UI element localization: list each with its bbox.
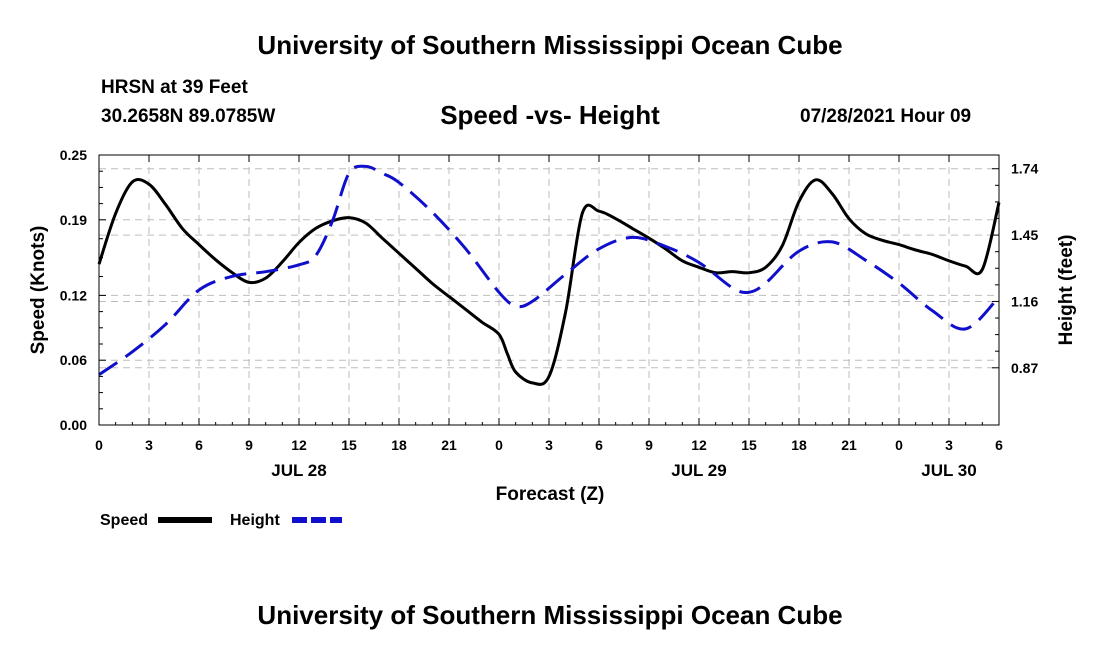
speed-series-line bbox=[97, 178, 1001, 386]
x-tick-label: 18 bbox=[791, 437, 807, 453]
x-tick-label: 6 bbox=[995, 437, 1003, 453]
footer-title: University of Southern Mississippi Ocean… bbox=[257, 600, 843, 630]
y2-tick-label: 1.16 bbox=[1011, 293, 1038, 309]
x-tick-label: 0 bbox=[495, 437, 503, 453]
x-tick-label: 3 bbox=[945, 437, 953, 453]
x-date-label: JUL 29 bbox=[671, 461, 726, 480]
x-tick-label: 6 bbox=[195, 437, 203, 453]
x-tick-label: 12 bbox=[691, 437, 707, 453]
y2-tick-label: 0.87 bbox=[1011, 360, 1038, 376]
axes: 0 3 6 9 12 15 18 21 0 3 6 9 12 15 18 21 0 3 6 JUL 28 JUL 29 J… bbox=[28, 147, 1077, 505]
y-tick-label: 0.19 bbox=[60, 212, 87, 228]
main-title: University of Southern Mississippi Ocean… bbox=[257, 30, 843, 60]
x-tick-label: 6 bbox=[595, 437, 603, 453]
x-date-label: JUL 30 bbox=[921, 461, 976, 480]
legend: Speed Height bbox=[100, 512, 342, 529]
y2-axis-title: Height (feet) bbox=[1056, 235, 1077, 346]
y-tick-label: 0.00 bbox=[60, 417, 87, 433]
station-coordinates: 30.2658N 89.0785W bbox=[101, 106, 276, 127]
x-tick-label: 9 bbox=[245, 437, 253, 453]
legend-label-height: Height bbox=[230, 512, 280, 529]
y2-tick-label: 1.45 bbox=[1011, 227, 1038, 243]
x-tick-label: 0 bbox=[895, 437, 903, 453]
x-tick-label: 15 bbox=[341, 437, 357, 453]
y-tick-label: 0.06 bbox=[60, 352, 87, 368]
height-series-line bbox=[98, 164, 1001, 376]
y-tick-label: 0.12 bbox=[60, 287, 87, 303]
x-tick-label: 12 bbox=[291, 437, 307, 453]
x-axis-title: Forecast (Z) bbox=[496, 484, 605, 505]
x-tick-label: 18 bbox=[391, 437, 407, 453]
station-label: HRSN at 39 Feet bbox=[101, 77, 248, 98]
x-tick-label: 15 bbox=[741, 437, 757, 453]
x-tick-label: 3 bbox=[545, 437, 553, 453]
legend-label-speed: Speed bbox=[100, 512, 148, 529]
y-tick-label: 0.25 bbox=[60, 147, 87, 163]
chart-subtitle: Speed -vs- Height bbox=[440, 100, 660, 130]
series-layer bbox=[97, 164, 1001, 386]
x-tick-label: 21 bbox=[441, 437, 457, 453]
y-axis-title: Speed (Knots) bbox=[28, 226, 49, 355]
forecast-datetime: 07/28/2021 Hour 09 bbox=[800, 106, 972, 127]
x-tick-label: 3 bbox=[145, 437, 153, 453]
x-tick-label: 21 bbox=[841, 437, 857, 453]
x-date-label: JUL 28 bbox=[271, 461, 326, 480]
y2-tick-label: 1.74 bbox=[1011, 161, 1038, 177]
x-tick-label: 9 bbox=[645, 437, 653, 453]
x-tick-label: 0 bbox=[95, 437, 103, 453]
